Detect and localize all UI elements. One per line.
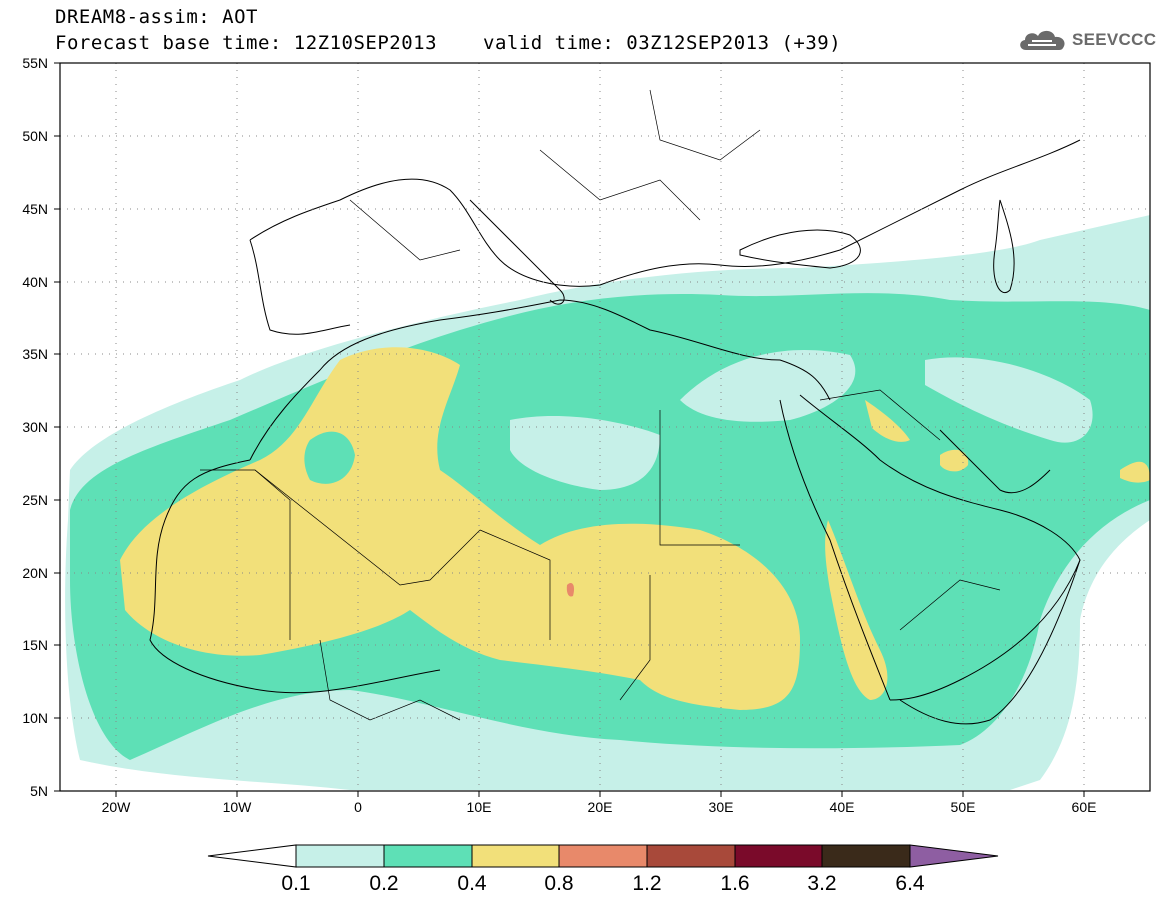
- lat-label: 15N: [22, 637, 48, 653]
- colorbar-label: 1.6: [720, 872, 750, 895]
- border-saudi-iraq: [819, 389, 941, 441]
- coastline-east-africa: [899, 559, 1081, 725]
- seevccc-logo: SEEVCCC: [1016, 26, 1156, 56]
- lat-label: 10N: [22, 710, 48, 726]
- lat-label: 55N: [22, 55, 48, 71]
- valid-time: valid time: 03Z12SEP2013 (+39): [483, 32, 842, 54]
- forecast-base-time: Forecast base time: 12Z10SEP2013: [55, 32, 438, 54]
- lat-label: 50N: [22, 128, 48, 144]
- colorbar-label: 6.4: [895, 872, 925, 895]
- cloud-icon: [1020, 30, 1065, 50]
- aot-band-0.4-east: [1120, 461, 1150, 483]
- aot-band-0.8: [566, 583, 575, 597]
- border-algeria-mali: [254, 469, 481, 586]
- coastline-caspian: [993, 199, 1015, 293]
- colorbar-box: [734, 844, 823, 868]
- aot-band-0.4-gulf2: [940, 449, 969, 472]
- colorbar-box: [471, 844, 560, 868]
- lon-label: 40E: [830, 799, 855, 815]
- colorbar-box: [558, 844, 648, 868]
- colorbar-box: [295, 844, 385, 868]
- lat-label: 25N: [22, 492, 48, 508]
- colorbar-label: 0.4: [457, 872, 487, 895]
- lat-label: 5N: [30, 783, 48, 799]
- colorbar-box: [383, 844, 473, 868]
- border-arabia-interior: [899, 579, 1001, 631]
- lat-label: 35N: [22, 346, 48, 362]
- border-niger-chad: [479, 529, 551, 640]
- border-sudan-chad: [619, 575, 651, 701]
- lat-label: 40N: [22, 274, 48, 290]
- coastline-iberia: [249, 239, 351, 335]
- colorbar-label: 0.1: [281, 872, 311, 895]
- border-west-africa: [319, 639, 461, 721]
- logo-text: SEEVCCC: [1072, 30, 1157, 49]
- lon-label: 60E: [1072, 799, 1097, 815]
- lon-label: 0: [354, 799, 362, 815]
- border-europe-1: [349, 199, 461, 261]
- aot-band-0.4-gulf: [865, 400, 910, 442]
- aot-hole-libya: [510, 415, 660, 490]
- border-europe-2: [539, 149, 701, 221]
- lat-label: 20N: [22, 565, 48, 581]
- border-europe-3: [649, 89, 761, 161]
- aot-shading: [65, 215, 1150, 790]
- lon-label: 20W: [102, 799, 132, 815]
- coastline-west-africa: [149, 459, 441, 694]
- lon-label: 10W: [223, 799, 253, 815]
- colorbar-box: [821, 844, 911, 868]
- colorbar-under-triangle: [207, 844, 297, 868]
- lon-label: 50E: [951, 799, 976, 815]
- aot-patch-algeria: [304, 431, 355, 484]
- aot-hole-iran: [925, 357, 1093, 443]
- lat-labels: 55N 50N 45N 40N 35N 30N 25N 20N 15N 10N …: [22, 55, 48, 799]
- coastline-persian-gulf: [939, 429, 1051, 494]
- lon-label: 10E: [467, 799, 492, 815]
- colorbar-label: 0.2: [369, 872, 399, 895]
- coastline-europe: [249, 139, 1081, 287]
- lon-label: 30E: [709, 799, 734, 815]
- border-libya-egypt: [659, 410, 740, 546]
- colorbar-label: 3.2: [807, 872, 837, 895]
- coastlines: [149, 139, 1081, 725]
- lon-label: 20E: [588, 799, 613, 815]
- tick-marks: [54, 62, 1085, 797]
- colorbar-label: 0.8: [544, 872, 574, 895]
- border-mauritania-mali: [200, 469, 291, 640]
- colorbar: [207, 844, 999, 868]
- coastline-red-sea: [779, 399, 891, 701]
- coastline-black-sea: [739, 229, 861, 269]
- coastline-north-africa: [249, 299, 831, 461]
- lat-label: 45N: [22, 201, 48, 217]
- colorbar-label: 1.2: [632, 872, 662, 895]
- colorbar-over-triangle: [909, 844, 999, 868]
- coastline-arabia: [799, 394, 1081, 701]
- coastline-italy: [469, 199, 565, 305]
- grid-lines: [60, 63, 1150, 791]
- map-title: DREAM8-assim: AOT: [55, 6, 258, 28]
- lon-labels: 20W 10W 0 10E 20E 30E 40E 50E 60E: [102, 799, 1097, 815]
- borders: [200, 89, 1001, 721]
- lat-label: 30N: [22, 419, 48, 435]
- colorbar-box: [646, 844, 736, 868]
